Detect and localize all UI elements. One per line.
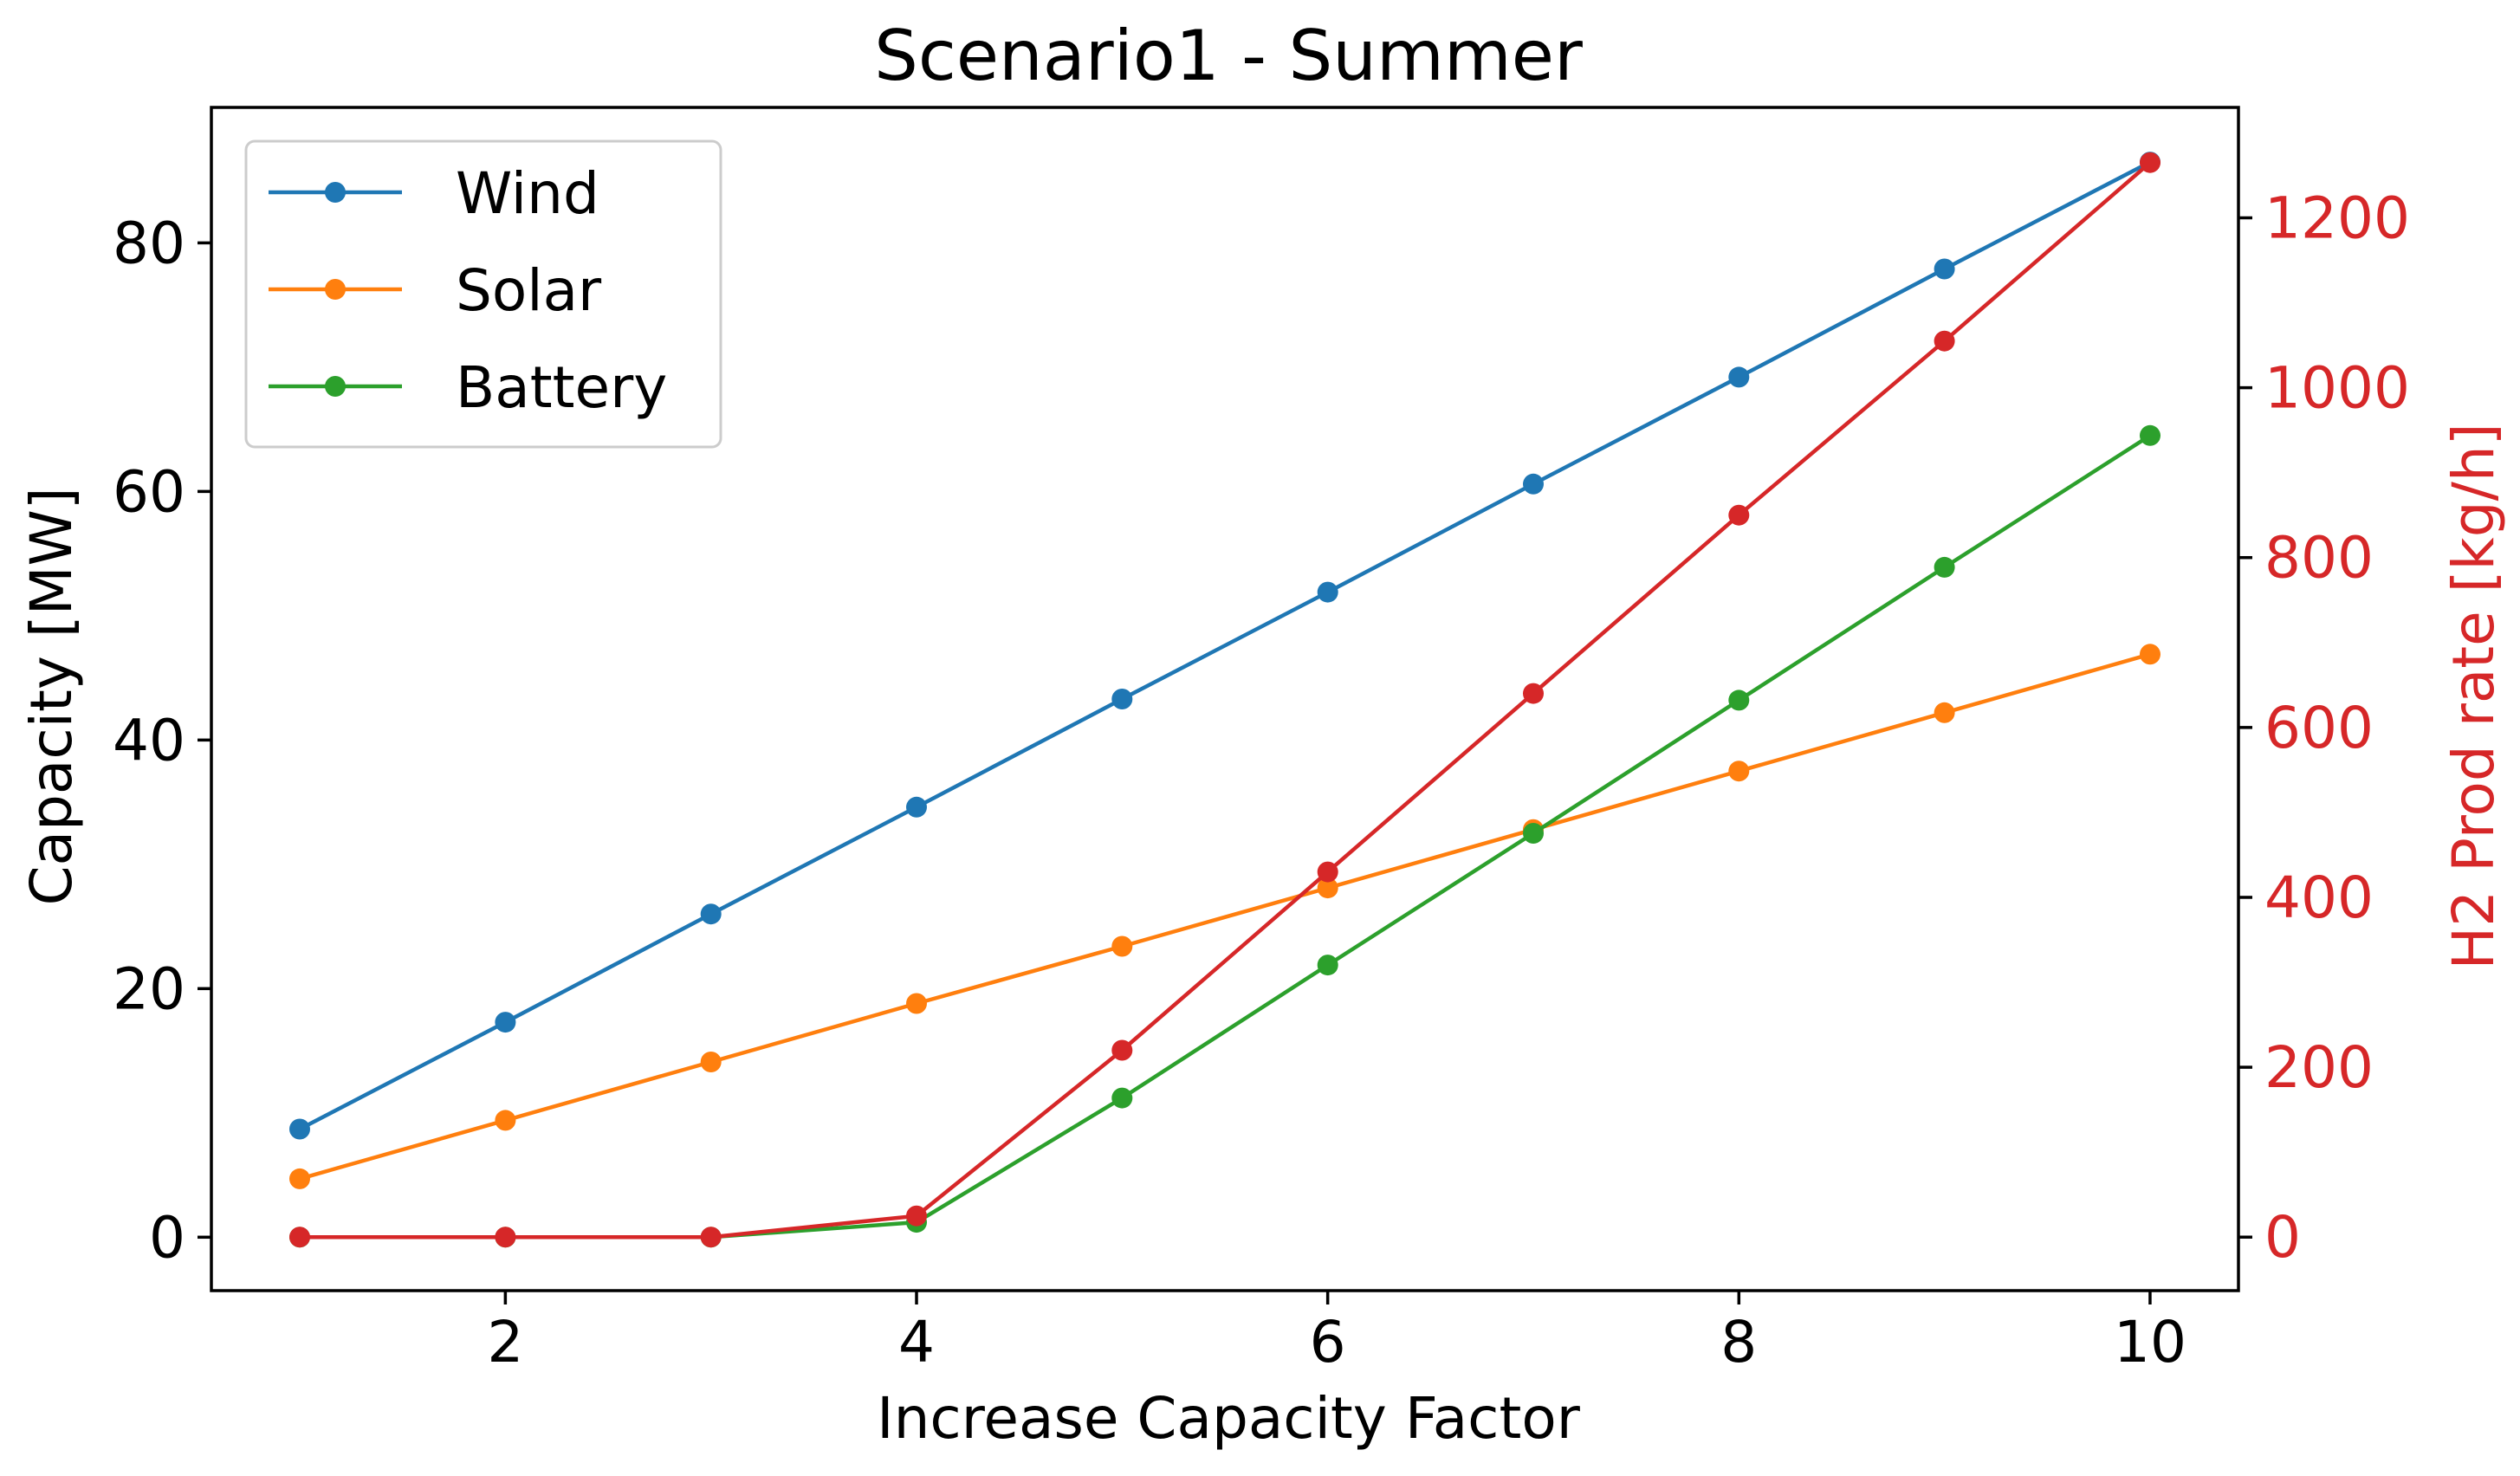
x-tick-label: 2 xyxy=(487,1309,523,1376)
point-battery xyxy=(1317,955,1338,976)
y-tick-label: 20 xyxy=(113,955,185,1022)
legend-label-solar: Solar xyxy=(456,257,602,324)
y2-tick-label: 600 xyxy=(2264,695,2374,761)
legend-box xyxy=(244,139,722,449)
point-solar xyxy=(1728,761,1750,782)
legend-entry-battery: Battery xyxy=(269,354,667,421)
x-axis-label: Increase Capacity Factor xyxy=(877,1385,1581,1452)
series-line-series-4 xyxy=(300,161,2152,1240)
legend-label-battery: Battery xyxy=(456,354,667,421)
series-layer xyxy=(289,152,2160,1248)
point-battery xyxy=(1111,1087,1133,1109)
legend-entry-solar: Solar xyxy=(269,257,602,324)
point-solar xyxy=(1111,935,1133,957)
point-solar xyxy=(1317,877,1338,899)
y2-axis-label: H2 Prod rate [kg/h] xyxy=(2440,424,2507,970)
point-wind xyxy=(1523,473,1544,495)
point-battery xyxy=(1523,823,1544,844)
legend: Wind Solar Battery xyxy=(244,139,722,449)
legend-marker-battery xyxy=(325,376,346,397)
point-battery xyxy=(1934,556,1955,578)
point-series-4 xyxy=(906,1205,927,1227)
point-wind xyxy=(1934,258,1955,280)
point-series-4 xyxy=(700,1227,722,1248)
legend-marker-wind xyxy=(325,182,346,203)
y-tick-label: 40 xyxy=(113,707,185,774)
point-wind xyxy=(495,1012,516,1033)
plot-frame xyxy=(210,106,2240,1292)
point-series-4 xyxy=(1111,1039,1133,1061)
point-series-4 xyxy=(2140,152,2160,173)
y-tick-label: 0 xyxy=(149,1204,185,1271)
point-battery xyxy=(2140,424,2160,446)
point-solar xyxy=(1934,702,1955,723)
legend-marker-solar xyxy=(325,279,346,300)
point-solar xyxy=(289,1168,310,1189)
series-line-solar xyxy=(299,652,2151,1181)
x-tick-label: 4 xyxy=(898,1309,935,1376)
point-wind xyxy=(700,903,722,925)
point-wind xyxy=(1728,366,1750,388)
y2-tick-label: 800 xyxy=(2264,525,2374,592)
y2-tick-label: 200 xyxy=(2264,1034,2374,1101)
point-wind xyxy=(906,796,927,818)
y-tick-label: 80 xyxy=(113,210,185,276)
y-axis-label: Capacity [MW] xyxy=(18,487,85,905)
point-battery xyxy=(1728,689,1750,711)
point-wind xyxy=(289,1118,310,1140)
point-wind xyxy=(1317,581,1338,603)
x-tick-label: 10 xyxy=(2114,1309,2186,1376)
point-solar xyxy=(495,1110,516,1131)
point-series-4 xyxy=(495,1227,516,1248)
x-tick-label: 8 xyxy=(1720,1309,1757,1376)
point-solar xyxy=(2140,644,2160,665)
legend-label-wind: Wind xyxy=(456,160,599,227)
point-solar xyxy=(906,993,927,1014)
point-series-4 xyxy=(1523,683,1544,704)
y2-tick-label: 1000 xyxy=(2264,355,2410,422)
point-series-4 xyxy=(1317,861,1338,883)
y2-tick-label: 0 xyxy=(2264,1204,2301,1271)
point-series-4 xyxy=(289,1227,310,1248)
series-line-wind xyxy=(298,160,2152,1131)
x-tick-label: 6 xyxy=(1310,1309,1346,1376)
point-series-4 xyxy=(1934,330,1955,352)
point-series-4 xyxy=(1728,504,1750,526)
point-wind xyxy=(1111,689,1133,709)
chart-title: Scenario1 - Summer xyxy=(874,16,1583,96)
y2-tick-label: 400 xyxy=(2264,864,2374,931)
point-solar xyxy=(700,1052,722,1072)
legend-entry-wind: Wind xyxy=(269,160,599,227)
y2-tick-label: 1200 xyxy=(2264,184,2410,251)
y-tick-label: 60 xyxy=(113,458,185,525)
